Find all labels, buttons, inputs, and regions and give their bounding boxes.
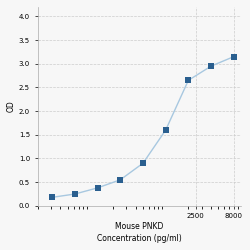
X-axis label: Mouse PNKD
Concentration (pg/ml): Mouse PNKD Concentration (pg/ml) [97, 222, 182, 243]
Point [164, 128, 168, 132]
Point [96, 186, 100, 190]
Point [73, 192, 77, 196]
Point [209, 64, 213, 68]
Y-axis label: OD: OD [7, 100, 16, 112]
Point [141, 161, 145, 165]
Point [232, 55, 236, 59]
Point [50, 195, 54, 199]
Point [186, 78, 190, 82]
Point [118, 178, 122, 182]
